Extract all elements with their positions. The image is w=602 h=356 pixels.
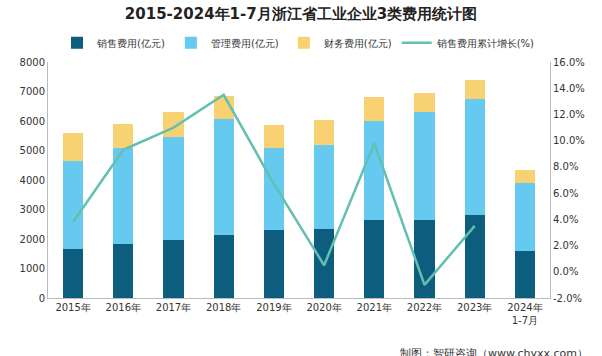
svg-text:12.0%: 12.0% bbox=[553, 109, 585, 120]
svg-text:5000: 5000 bbox=[20, 145, 45, 156]
svg-text:6000: 6000 bbox=[20, 116, 45, 127]
svg-text:2024年1-7月: 2024年1-7月 bbox=[507, 302, 542, 326]
svg-text:2015-2024年1-7月浙江省工业企业3类费用统计图: 2015-2024年1-7月浙江省工业企业3类费用统计图 bbox=[125, 5, 477, 23]
svg-text:2.0%: 2.0% bbox=[553, 240, 578, 251]
svg-text:-2.0%: -2.0% bbox=[553, 293, 582, 304]
svg-text:10.0%: 10.0% bbox=[553, 135, 585, 146]
svg-text:7000: 7000 bbox=[20, 86, 45, 97]
svg-text:2015年: 2015年 bbox=[55, 302, 90, 313]
svg-text:8.0%: 8.0% bbox=[553, 161, 578, 172]
svg-text:2021年: 2021年 bbox=[357, 302, 392, 313]
svg-text:6.0%: 6.0% bbox=[553, 188, 578, 199]
svg-text:2023年: 2023年 bbox=[457, 302, 492, 313]
svg-text:销售费用累计增长(%): 销售费用累计增长(%) bbox=[436, 38, 534, 49]
svg-text:2018年: 2018年 bbox=[206, 302, 241, 313]
svg-text:财务费用(亿元): 财务费用(亿元) bbox=[324, 38, 392, 49]
svg-text:2016年: 2016年 bbox=[106, 302, 141, 313]
svg-text:2017年: 2017年 bbox=[156, 302, 191, 313]
svg-text:2022年: 2022年 bbox=[407, 302, 442, 313]
svg-text:2000: 2000 bbox=[20, 234, 45, 245]
svg-text:制图：智研咨询（www.chyxx.com）: 制图：智研咨询（www.chyxx.com） bbox=[400, 347, 588, 356]
svg-text:4.0%: 4.0% bbox=[553, 214, 578, 225]
svg-text:1000: 1000 bbox=[20, 263, 45, 274]
svg-text:8000: 8000 bbox=[20, 57, 45, 68]
svg-text:2020年: 2020年 bbox=[306, 302, 341, 313]
svg-text:3000: 3000 bbox=[20, 204, 45, 215]
svg-text:14.0%: 14.0% bbox=[553, 83, 585, 94]
svg-text:2019年: 2019年 bbox=[256, 302, 291, 313]
svg-text:0.0%: 0.0% bbox=[553, 266, 578, 277]
svg-text:0: 0 bbox=[39, 293, 45, 304]
svg-text:4000: 4000 bbox=[20, 175, 45, 186]
svg-text:销售费用(亿元): 销售费用(亿元) bbox=[96, 38, 165, 49]
svg-text:16.0%: 16.0% bbox=[553, 57, 585, 68]
svg-text:管理费用(亿元): 管理费用(亿元) bbox=[211, 38, 279, 49]
